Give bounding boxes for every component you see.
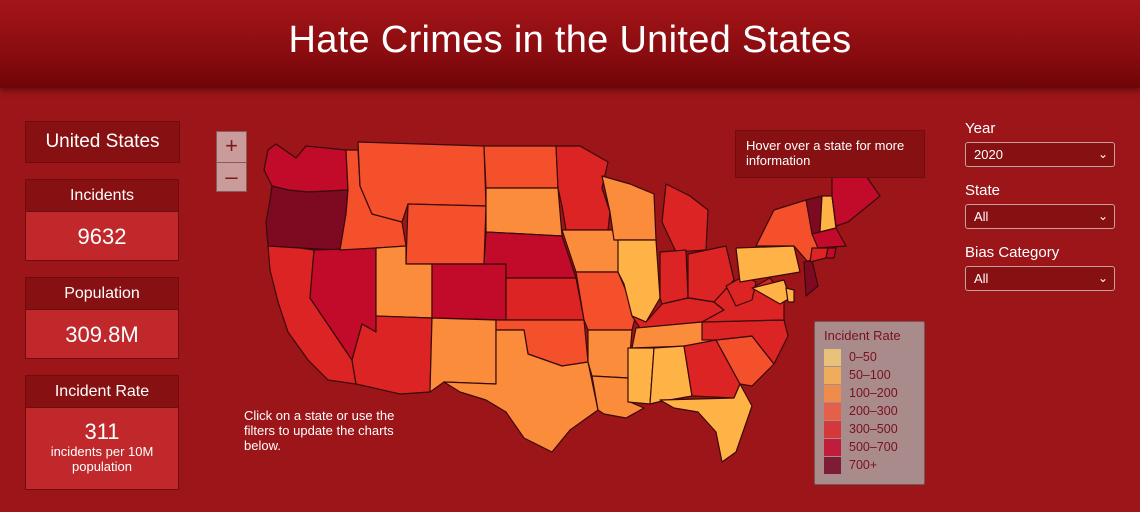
legend-label: 300–500 xyxy=(849,422,898,436)
legend-swatch xyxy=(824,456,841,474)
page-header: Hate Crimes in the United States xyxy=(0,0,1140,88)
zoom-control: + – xyxy=(216,131,247,192)
legend-item: 500–700 xyxy=(824,438,915,456)
state-pa[interactable] xyxy=(735,245,801,283)
zoom-out-button[interactable]: – xyxy=(225,164,238,189)
filter-panel: Year 2020 ⌄ State All ⌄ Bias Category Al… xyxy=(965,120,1115,306)
incidents-value: 9632 xyxy=(77,224,127,249)
year-select[interactable]: 2020 ⌄ xyxy=(965,142,1115,167)
incidents-label: Incidents xyxy=(26,180,178,212)
chevron-down-icon: ⌄ xyxy=(1097,209,1108,223)
state-de[interactable] xyxy=(785,287,795,303)
state-or[interactable] xyxy=(265,185,349,251)
year-select-value: 2020 xyxy=(974,147,1003,162)
page-title: Hate Crimes in the United States xyxy=(288,18,852,61)
legend-swatch xyxy=(824,402,841,420)
state-label: State xyxy=(965,182,1001,199)
state-mi[interactable] xyxy=(661,183,709,253)
legend-item: 300–500 xyxy=(824,420,915,438)
incident-rate-value: 311 xyxy=(84,419,120,444)
incident-rate-label: Incident Rate xyxy=(26,376,178,408)
click-hint: Click on a state or use the filters to u… xyxy=(244,408,395,453)
state-nd[interactable] xyxy=(483,145,559,189)
year-label: Year xyxy=(965,120,996,137)
legend-label: 200–300 xyxy=(849,404,898,418)
state-az[interactable] xyxy=(351,315,433,395)
legend-swatch xyxy=(824,438,841,456)
bias-category-select[interactable]: All ⌄ xyxy=(965,266,1115,291)
state-mn[interactable] xyxy=(555,145,611,231)
legend-label: 500–700 xyxy=(849,440,898,454)
incident-rate-legend: Incident Rate 0–50 50–100 100–200 200–300 30… xyxy=(814,321,925,485)
state-ks[interactable] xyxy=(505,277,585,321)
legend-item: 50–100 xyxy=(824,366,915,384)
incidents-card: Incidents 9632 xyxy=(25,179,179,261)
legend-swatch xyxy=(824,384,841,402)
state-nm[interactable] xyxy=(429,317,497,393)
state-nj[interactable] xyxy=(803,259,819,297)
chevron-down-icon: ⌄ xyxy=(1097,147,1108,161)
chevron-down-icon: ⌄ xyxy=(1097,271,1108,285)
state-co[interactable] xyxy=(431,263,507,321)
state-in[interactable] xyxy=(659,249,689,305)
state-wy[interactable] xyxy=(405,203,487,265)
state-select[interactable]: All ⌄ xyxy=(965,204,1115,229)
state-tx[interactable] xyxy=(443,329,599,453)
state-nc[interactable] xyxy=(701,319,789,365)
bias-category-label: Bias Category xyxy=(965,244,1060,261)
population-card: Population 309.8M xyxy=(25,277,179,359)
legend-label: 50–100 xyxy=(849,368,891,382)
legend-label: 700+ xyxy=(849,458,878,472)
legend-swatch xyxy=(824,366,841,384)
state-wa[interactable] xyxy=(263,143,349,193)
legend-label: 0–50 xyxy=(849,350,877,364)
hover-tooltip: Hover over a state for more information xyxy=(735,130,925,178)
legend-label: 100–200 xyxy=(849,386,898,400)
selected-region: United States xyxy=(25,121,180,163)
legend-item: 700+ xyxy=(824,456,915,474)
state-sd[interactable] xyxy=(485,187,563,237)
legend-item: 200–300 xyxy=(824,402,915,420)
population-value: 309.8M xyxy=(65,322,139,347)
legend-swatch xyxy=(824,348,841,366)
incident-rate-card: Incident Rate 311 incidents per 10M popu… xyxy=(25,375,179,490)
state-ct[interactable] xyxy=(809,247,829,263)
state-ca[interactable] xyxy=(267,245,357,385)
legend-swatch xyxy=(824,420,841,438)
incident-rate-unit: incidents per 10M population xyxy=(50,444,154,474)
zoom-in-button[interactable]: + xyxy=(217,132,246,163)
legend-title: Incident Rate xyxy=(824,328,901,343)
us-choropleth-map[interactable] xyxy=(250,120,910,480)
legend-item: 0–50 xyxy=(824,348,915,366)
state-ma[interactable] xyxy=(811,227,847,249)
population-label: Population xyxy=(26,278,178,310)
bias-category-select-value: All xyxy=(974,271,989,286)
state-ar[interactable] xyxy=(587,329,633,379)
state-ri[interactable] xyxy=(825,247,837,259)
state-fl[interactable] xyxy=(659,383,753,463)
legend-item: 100–200 xyxy=(824,384,915,402)
state-select-value: All xyxy=(974,209,989,224)
